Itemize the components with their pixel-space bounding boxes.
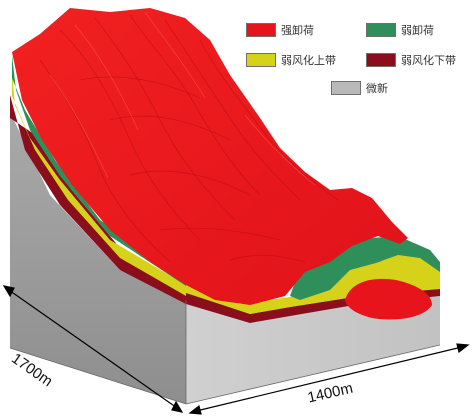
legend-label: 弱风化上带	[281, 54, 336, 67]
terrain-knoll	[345, 278, 432, 320]
legend-item-fresh: 微新	[331, 79, 388, 97]
block-edges	[9, 300, 441, 405]
legend-item-weak-unloading: 弱卸荷	[366, 21, 434, 39]
legend-label: 弱风化下带	[401, 54, 456, 67]
legend-item-weathered-lower: 弱风化下带	[366, 51, 456, 69]
terrain-surface-strong-unloading	[12, 8, 408, 305]
legend-swatch	[246, 53, 276, 67]
layer-weak-unloading-front	[290, 236, 440, 300]
block-front-face	[186, 296, 440, 404]
legend-label: 弱卸荷	[401, 24, 434, 37]
legend-swatch	[331, 81, 361, 95]
dimension-arrow-1700m	[2, 285, 184, 413]
legend-item-weathered-upper: 弱风化上带	[246, 51, 336, 69]
legend-swatch	[246, 23, 276, 37]
block-left-face	[10, 112, 186, 404]
terrain-relief-lines	[39, 14, 339, 263]
legend-label: 强卸荷	[281, 24, 314, 37]
layer-weathered-upper-front	[186, 252, 440, 314]
terrain-highlights	[49, 11, 316, 186]
legend-item-strong-unloading: 强卸荷	[246, 21, 314, 39]
legend-swatch	[366, 23, 396, 37]
legend-swatch	[366, 53, 396, 67]
dimension-arrow-1400m	[188, 343, 470, 415]
legend-label: 微新	[366, 82, 388, 95]
